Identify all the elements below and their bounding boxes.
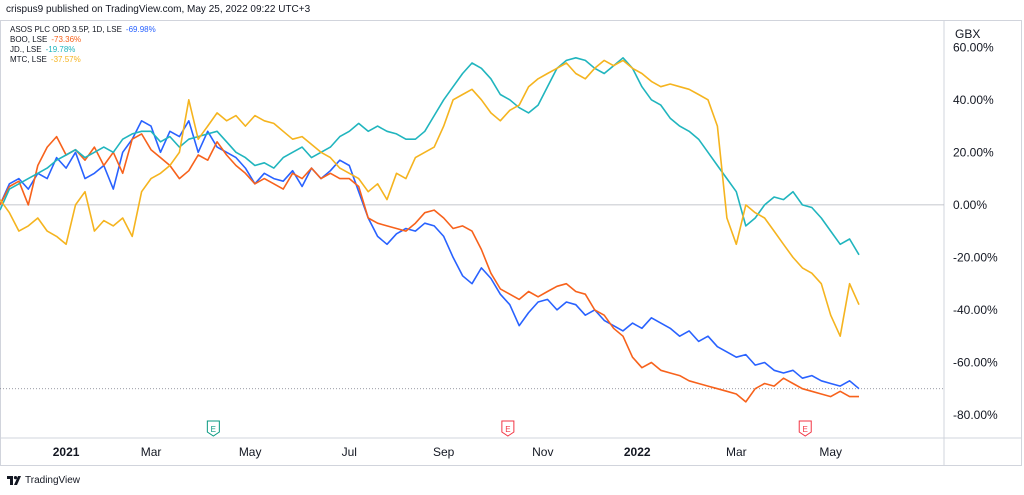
legend-label: ASOS PLC ORD 3.5P, 1D, LSE (10, 25, 122, 34)
legend-item-asos[interactable]: ASOS PLC ORD 3.5P, 1D, LSE -69.98% (10, 25, 156, 35)
x-tick-label: May (239, 445, 262, 459)
legend-label: JD., LSE (10, 45, 42, 54)
series-line[interactable] (0, 120, 860, 390)
x-tick-label: Nov (532, 445, 553, 459)
legend-value: -19.78% (45, 45, 76, 54)
legend-item-mtc[interactable]: MTC, LSE -37.57% (10, 55, 156, 65)
earnings-marker-label: E (505, 425, 510, 434)
x-tick-label: 2021 (53, 445, 80, 459)
legend-item-boo[interactable]: BOO, LSE -73.36% (10, 35, 156, 45)
legend-item-jd[interactable]: JD., LSE -19.78% (10, 45, 156, 55)
y-tick-label: -40.00% (953, 303, 998, 317)
x-tick-label: May (819, 445, 842, 459)
y-tick-label: -80.00% (953, 408, 998, 422)
legend-value: -37.57% (50, 55, 81, 64)
x-tick-label: Jul (342, 445, 357, 459)
series-legend: ASOS PLC ORD 3.5P, 1D, LSE -69.98% BOO, L… (10, 25, 156, 65)
earnings-marker[interactable] (501, 420, 515, 437)
chart-frame (0, 20, 1022, 466)
y-tick-label: 20.00% (953, 145, 994, 159)
publish-header: crispus9 published on TradingView.com, M… (6, 4, 311, 15)
legend-label: MTC, LSE (10, 55, 47, 64)
series-line[interactable] (0, 59, 860, 337)
earnings-marker-label: E (803, 425, 808, 434)
legend-value: -69.98% (125, 25, 156, 34)
y-tick-label: 0.00% (953, 198, 987, 212)
x-tick-label: 2022 (624, 445, 651, 459)
legend-label: BOO, LSE (10, 35, 48, 44)
y-axis-unit-label: GBX (955, 27, 980, 41)
earnings-marker-label: E (211, 425, 216, 434)
y-tick-label: 40.00% (953, 93, 994, 107)
series-line[interactable] (0, 57, 860, 256)
tradingview-logo-icon (7, 476, 21, 485)
y-tick-label: 60.00% (953, 40, 994, 54)
legend-value: -73.36% (51, 35, 82, 44)
footer-brand-label: TradingView (25, 475, 81, 486)
earnings-marker[interactable] (798, 420, 812, 437)
x-tick-label: Mar (141, 445, 162, 459)
series-line[interactable] (0, 133, 859, 403)
y-tick-label: -20.00% (953, 250, 998, 264)
footer-brand[interactable]: TradingView (7, 475, 80, 486)
x-tick-label: Mar (726, 445, 747, 459)
earnings-marker[interactable] (206, 420, 220, 437)
y-tick-label: -60.00% (953, 355, 998, 369)
x-tick-label: Sep (433, 445, 455, 459)
